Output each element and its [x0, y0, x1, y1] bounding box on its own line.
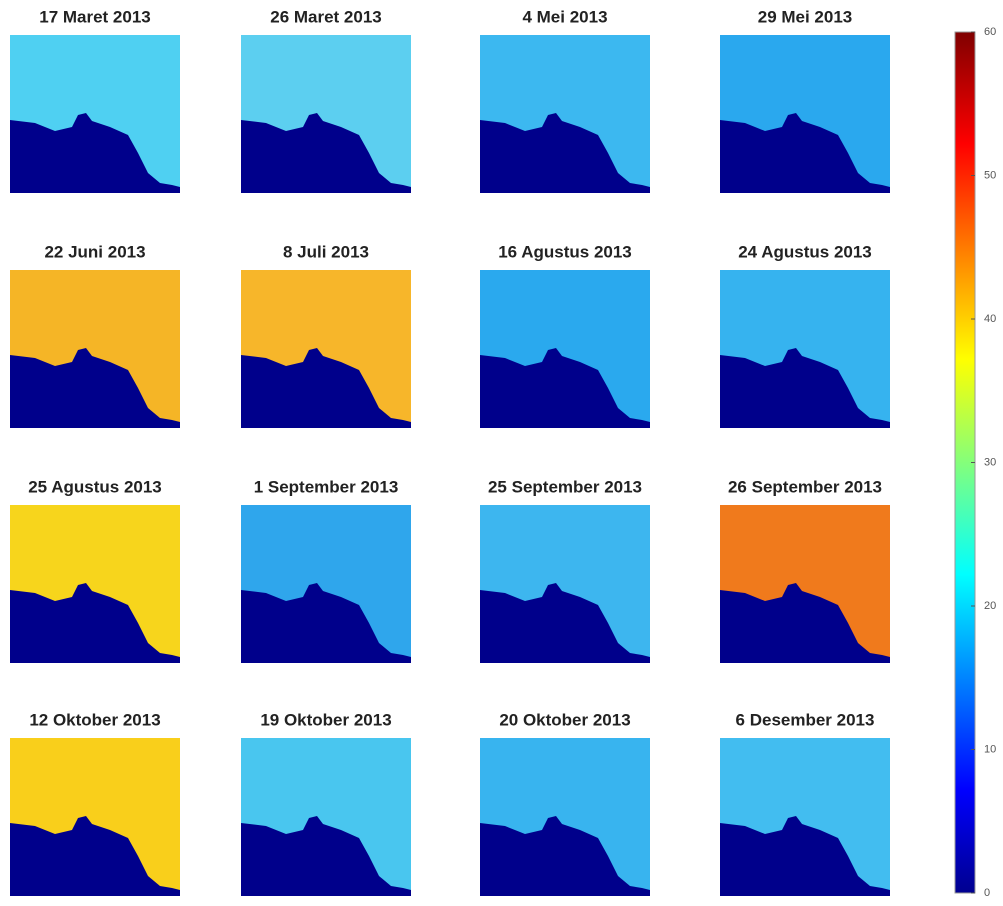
map-panel: [10, 270, 180, 428]
map-panel: [10, 35, 180, 193]
panel-title: 17 Maret 2013: [39, 7, 151, 26]
map-panel: [720, 270, 890, 428]
panel-title: 24 Agustus 2013: [738, 242, 872, 261]
panel-title: 19 Oktober 2013: [260, 710, 391, 729]
map-panel: [480, 738, 650, 896]
map-panel: [720, 738, 890, 896]
panel-title: 26 Maret 2013: [270, 7, 382, 26]
panel-title: 4 Mei 2013: [522, 7, 607, 26]
map-panel: [720, 35, 890, 193]
tick-label: 60: [984, 26, 996, 38]
tick-label: 10: [984, 743, 996, 755]
map-panel: [241, 35, 411, 193]
panel-title: 16 Agustus 2013: [498, 242, 632, 261]
panel-title: 1 September 2013: [254, 477, 399, 496]
map-panel: [480, 35, 650, 193]
panel-title: 25 Agustus 2013: [28, 477, 162, 496]
tick-label: 40: [984, 313, 996, 325]
map-panel: [720, 505, 890, 663]
tick-label: 30: [984, 456, 996, 468]
tick-label: 0: [984, 887, 990, 899]
map-panel: [241, 505, 411, 663]
map-panel: [241, 738, 411, 896]
panel-title: 29 Mei 2013: [758, 7, 853, 26]
map-panel: [10, 738, 180, 896]
panel-title: 8 Juli 2013: [283, 242, 369, 261]
panel-title: 12 Oktober 2013: [29, 710, 160, 729]
map-panel: [241, 270, 411, 428]
panel-title: 6 Desember 2013: [736, 710, 875, 729]
panel-title: 26 September 2013: [728, 477, 882, 496]
map-panel: [10, 505, 180, 663]
panel-title: 25 September 2013: [488, 477, 642, 496]
map-panel: [480, 270, 650, 428]
panel-title: 20 Oktober 2013: [499, 710, 630, 729]
map-panel: [480, 505, 650, 663]
panel-title: 22 Juni 2013: [44, 242, 145, 261]
tick-label: 20: [984, 600, 996, 612]
figure: 17 Maret 2013 26 Maret 2013 4 Mei 2013 29 M…: [0, 0, 1003, 901]
tick-label: 50: [984, 169, 996, 181]
